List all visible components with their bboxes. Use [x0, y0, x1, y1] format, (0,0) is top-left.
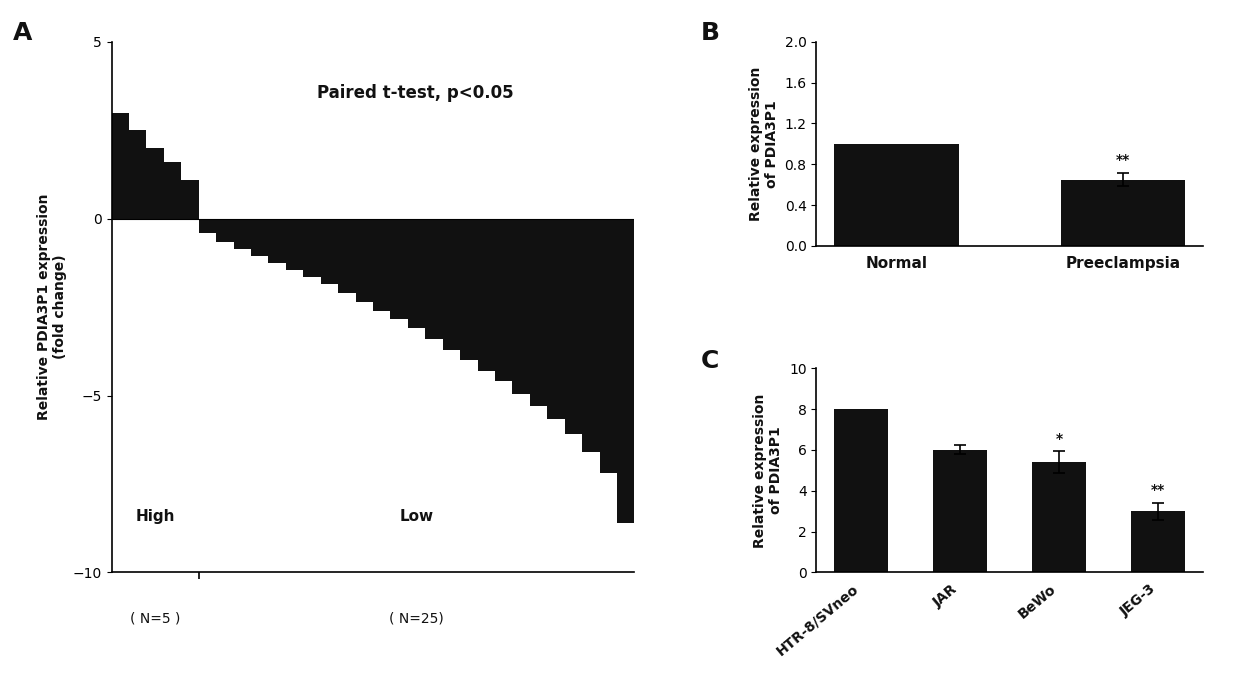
Y-axis label: Relative expression
of PDIA3P1: Relative expression of PDIA3P1 [749, 67, 779, 221]
Text: A: A [12, 21, 32, 45]
Bar [233, 218, 250, 248]
Bar [460, 218, 477, 360]
Bar [1032, 462, 1086, 572]
Bar [600, 218, 618, 473]
Bar [356, 218, 373, 302]
Bar [181, 180, 198, 218]
Bar [477, 218, 495, 371]
Bar [529, 218, 547, 406]
Text: C: C [701, 349, 719, 373]
Bar [1060, 179, 1185, 246]
Text: Low: Low [399, 509, 434, 524]
Bar [304, 218, 321, 277]
Bar [408, 218, 425, 328]
Text: **: ** [1151, 484, 1166, 498]
Bar [321, 218, 339, 284]
Bar [425, 218, 443, 339]
Bar [547, 218, 564, 419]
Bar [932, 450, 987, 572]
Y-axis label: Relative PDIA3P1 expression
(fold change): Relative PDIA3P1 expression (fold change… [37, 194, 67, 420]
Text: *: * [1055, 432, 1063, 446]
Bar [146, 148, 164, 218]
Bar [164, 162, 181, 218]
Bar [618, 218, 635, 523]
Bar [250, 218, 268, 256]
Bar [112, 112, 129, 218]
Bar [1131, 511, 1185, 572]
Bar [391, 218, 408, 320]
Bar [198, 218, 216, 233]
Bar [835, 409, 888, 572]
Text: Paired t-test, p<0.05: Paired t-test, p<0.05 [316, 84, 513, 103]
Bar [216, 218, 233, 242]
Bar [339, 218, 356, 293]
Bar [583, 218, 600, 452]
Bar [495, 218, 512, 381]
Text: High: High [135, 509, 175, 524]
Bar [268, 218, 286, 263]
Text: **: ** [1116, 154, 1130, 168]
Text: ( N=5 ): ( N=5 ) [130, 611, 180, 625]
Bar [512, 218, 529, 394]
Bar [835, 144, 959, 246]
Bar [286, 218, 304, 270]
Text: ( N=25): ( N=25) [389, 611, 444, 625]
Bar [373, 218, 391, 311]
Bar [564, 218, 583, 434]
Bar [129, 131, 146, 218]
Bar [443, 218, 460, 350]
Text: B: B [701, 21, 719, 45]
Y-axis label: Relative expression
of PDIA3P1: Relative expression of PDIA3P1 [753, 393, 784, 547]
